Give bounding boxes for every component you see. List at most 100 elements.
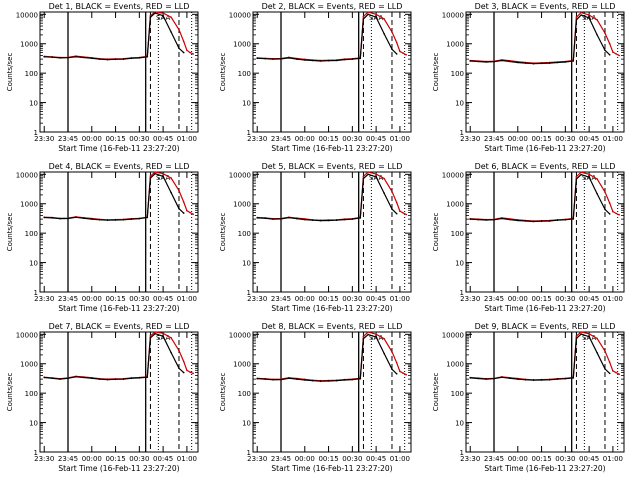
detector-panel-6: Det 6, BLACK = Events, RED = LLD 1 10 100 10… — [426, 160, 639, 320]
lld-point — [395, 201, 398, 204]
events-point — [532, 62, 535, 65]
lld-point — [405, 54, 407, 56]
panel-title: Det 3, BLACK = Events, RED = LLD — [475, 2, 616, 11]
events-point — [182, 371, 185, 374]
events-point — [517, 61, 519, 64]
events-point — [91, 57, 93, 60]
events-point — [319, 380, 322, 382]
y-tick-label: 10000 — [16, 331, 38, 339]
plot-frame — [252, 11, 412, 133]
events-series-line — [470, 173, 611, 223]
events-point — [319, 60, 322, 62]
events-point — [564, 219, 567, 221]
panel-title: Det 9, BLACK = Events, RED = LLD — [475, 322, 616, 331]
events-point — [485, 61, 487, 63]
lld-point — [178, 189, 180, 192]
y-tick-label: 100 — [25, 70, 38, 78]
panel-title: Det 1, BLACK = Events, RED = LLD — [49, 2, 190, 11]
plot-frame — [465, 11, 625, 133]
events-point — [154, 172, 156, 175]
x-tick-label: 23:45 — [484, 295, 504, 303]
x-tick-label: 00:15 — [531, 295, 551, 303]
lld-point — [192, 213, 194, 215]
y-tick-label: 1 — [34, 129, 38, 137]
events-point — [351, 378, 354, 381]
events-point — [596, 352, 598, 354]
x-axis-label: Start Time (16-Feb-11 23:27:20) — [58, 144, 179, 153]
events-point — [517, 219, 519, 222]
events-point — [170, 351, 172, 354]
events-point — [362, 337, 365, 340]
y-tick-label: 1 — [460, 289, 464, 297]
lld-point — [383, 18, 385, 20]
y-tick-label: 10000 — [16, 171, 38, 179]
lld-point — [612, 370, 614, 372]
events-point — [106, 219, 109, 221]
lld-point — [367, 11, 369, 13]
events-point — [288, 216, 290, 219]
events-point — [91, 377, 93, 380]
y-tick-label: 1000 — [446, 361, 464, 369]
lld-point — [402, 212, 404, 214]
lld-point — [615, 53, 617, 55]
events-point — [319, 219, 322, 222]
events-point — [162, 335, 164, 338]
events-point — [509, 60, 511, 63]
y-tick-label: 100 — [238, 230, 251, 238]
events-point — [383, 352, 385, 355]
events-point — [343, 218, 346, 221]
x-tick-label: 00:30 — [129, 295, 149, 303]
y-tick-label: 1000 — [20, 201, 38, 209]
events-point — [51, 377, 53, 380]
events-point — [596, 192, 598, 195]
events-point — [83, 56, 85, 59]
y-tick-label: 10000 — [16, 11, 38, 19]
events-point — [272, 58, 274, 60]
x-tick-label: 23:30 — [34, 135, 54, 143]
events-point — [367, 173, 369, 176]
events-point — [106, 378, 109, 381]
events-point — [524, 379, 527, 381]
events-point — [122, 378, 125, 380]
events-point — [509, 377, 511, 380]
lld-point — [588, 173, 590, 176]
panel-title: Det 7, BLACK = Events, RED = LLD — [49, 322, 190, 331]
x-tick-label: 01:00 — [177, 295, 197, 303]
events-point — [501, 376, 503, 379]
events-point — [517, 378, 519, 380]
panel-svg: Det 1, BLACK = Events, RED = LLD 1 10 100 10… — [6, 2, 199, 153]
y-tick-label: 10000 — [442, 171, 464, 179]
lld-point — [170, 16, 172, 19]
lld-point — [580, 171, 582, 173]
lld-point — [189, 371, 191, 373]
x-tick-label: 01:00 — [603, 295, 623, 303]
lld-point — [367, 331, 369, 333]
detector-panel-1: Det 1, BLACK = Events, RED = LLD 1 10 100 10… — [0, 0, 213, 160]
y-tick-label: 100 — [451, 230, 464, 238]
x-tick-label: 00:45 — [579, 295, 599, 303]
x-tick-label: 01:00 — [390, 295, 410, 303]
events-point — [154, 332, 156, 335]
events-point — [106, 58, 109, 61]
events-point — [343, 379, 346, 381]
x-tick-label: 23:45 — [271, 135, 291, 143]
lld-point — [608, 42, 611, 45]
lld-point — [588, 333, 590, 335]
lld-point — [383, 177, 385, 180]
events-point — [149, 16, 152, 19]
events-point — [580, 333, 582, 335]
events-series-line — [257, 13, 398, 62]
events-point — [469, 377, 471, 379]
x-tick-label: 23:45 — [58, 295, 78, 303]
y-axis-label: Counts/sec — [219, 213, 227, 252]
lld-point — [596, 19, 598, 21]
saa-label: SAA — [156, 334, 171, 342]
events-point — [548, 220, 551, 222]
lld-point — [182, 360, 185, 363]
events-point — [375, 336, 377, 338]
events-point — [149, 337, 152, 339]
events-point — [67, 377, 69, 380]
lld-point — [375, 13, 377, 16]
lld-point — [189, 211, 191, 214]
